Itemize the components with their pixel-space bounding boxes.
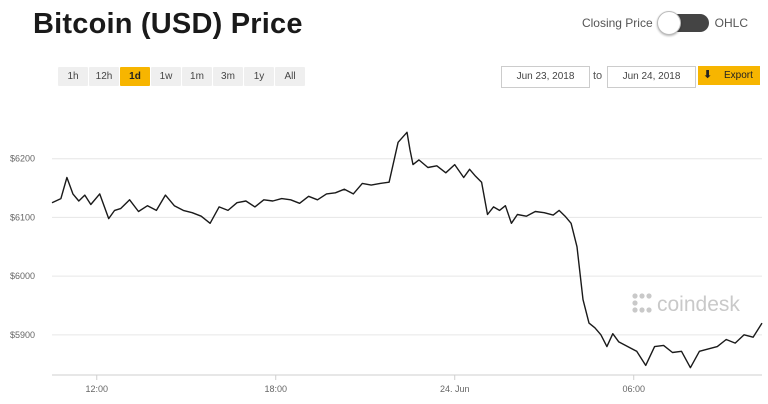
y-axis: $5900 $6000 $6100 $6200: [10, 154, 35, 340]
export-button[interactable]: ⬇ Export: [698, 66, 760, 85]
x-tick-label: 12:00: [85, 384, 108, 394]
date-from-input[interactable]: Jun 23, 2018: [501, 66, 590, 88]
export-label: Export: [724, 70, 753, 81]
range-button-all[interactable]: All: [275, 67, 305, 86]
range-button-1m[interactable]: 1m: [182, 67, 212, 86]
y-tick-label: $5900: [10, 330, 35, 340]
toggle-knob[interactable]: [656, 11, 681, 35]
chart-mode-toggle[interactable]: [656, 11, 709, 35]
page-title: Bitcoin (USD) Price: [33, 8, 303, 40]
grid-lines: [52, 158, 762, 336]
range-button-1w[interactable]: 1w: [151, 67, 181, 86]
ohlc-label: OHLC: [714, 16, 748, 30]
range-button-1h[interactable]: 1h: [58, 67, 88, 86]
closing-price-label: Closing Price: [581, 16, 653, 30]
x-axis: 12:00 18:00 24. Jun 06:00: [52, 374, 762, 394]
range-selector: 1h 12h 1d 1w 1m 3m 1y All: [58, 67, 306, 86]
y-tick-label: $6200: [10, 154, 35, 164]
x-tick-label: 18:00: [264, 384, 287, 394]
y-tick-label: $6000: [10, 271, 35, 281]
x-tick-label: 06:00: [622, 384, 645, 394]
date-to-input[interactable]: Jun 24, 2018: [607, 66, 696, 88]
x-tick-label: 24. Jun: [440, 384, 470, 394]
coindesk-watermark: coindesk: [632, 293, 740, 316]
series-line: [51, 131, 763, 369]
y-tick-label: $6100: [10, 212, 35, 222]
chart-mode-toggle-group: Closing Price OHLC: [576, 11, 754, 35]
range-button-12h[interactable]: 12h: [89, 67, 119, 86]
range-button-3m[interactable]: 3m: [213, 67, 243, 86]
range-button-1y[interactable]: 1y: [244, 67, 274, 86]
download-arrow-icon: ⬇: [703, 69, 713, 81]
coindesk-watermark-text: coindesk: [657, 293, 740, 316]
range-button-1d[interactable]: 1d: [120, 67, 150, 86]
date-to-label: to: [593, 70, 603, 82]
coindesk-logo-icon: [632, 293, 652, 313]
